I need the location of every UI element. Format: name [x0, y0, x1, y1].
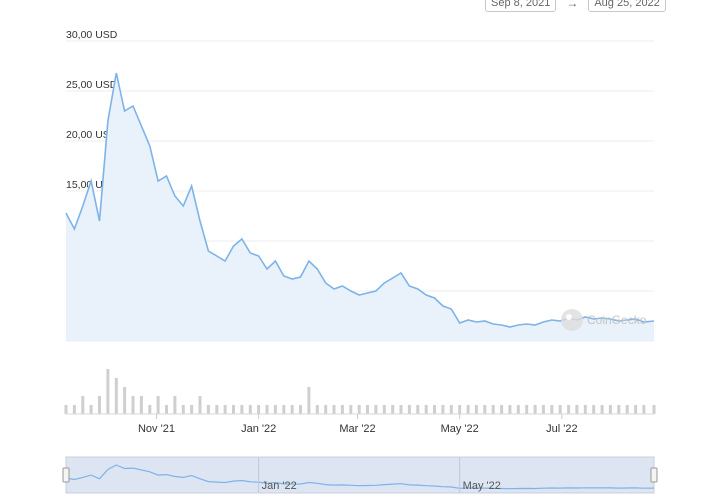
price-area [66, 73, 654, 341]
volume-bar [391, 405, 395, 414]
volume-bar [290, 405, 294, 414]
volume-bar [407, 405, 411, 414]
volume-bar [366, 405, 369, 414]
x-tick-label: May '22 [441, 423, 479, 435]
volume-bar [340, 405, 344, 414]
volume-bar [299, 405, 302, 414]
volume-bar [500, 405, 504, 414]
volume-bar [240, 405, 244, 414]
volume-bar [600, 405, 604, 414]
coingecko-watermark: CoinGecko [561, 309, 647, 331]
x-tick-label: Mar '22 [339, 423, 375, 435]
volume-bar [89, 405, 93, 414]
volume-bar [583, 405, 587, 414]
volume-bar [173, 396, 177, 414]
navigator-line [65, 464, 655, 490]
volume-bar [382, 405, 386, 414]
volume-bar [223, 405, 227, 414]
x-axis-labels: Nov '21 Jan '22 Mar '22 May '22 Jul '22 [138, 414, 578, 435]
y-tick-label: 30,00 USD [66, 29, 118, 41]
volume-bar [307, 387, 311, 414]
volume-bar [215, 405, 219, 414]
volume-bar [257, 405, 261, 414]
volume-bar [165, 405, 168, 414]
volume-bar [508, 405, 512, 414]
volume-bar [198, 396, 202, 414]
volume-bar [483, 405, 487, 414]
volume-bar [181, 405, 185, 414]
volume-bar [625, 405, 629, 414]
volume-bar [139, 396, 143, 414]
volume-bar [424, 405, 428, 414]
volume-bar [516, 405, 520, 414]
volume-bar [567, 405, 571, 414]
volume-bar [449, 405, 453, 414]
volume-bar [156, 396, 160, 414]
volume-bar [357, 405, 361, 414]
volume-bar [533, 405, 537, 414]
volume-bar [634, 405, 638, 414]
volume-bar [541, 405, 545, 414]
coingecko-logo-icon [561, 309, 583, 331]
volume-bar [81, 396, 85, 414]
navigator-tick-label: Jan '22 [262, 480, 297, 492]
volume-bar [265, 405, 269, 414]
price-line [65, 72, 655, 328]
volume-bar [324, 405, 328, 414]
volume-bar [114, 378, 118, 414]
y-tick-label: 25,00 USD [66, 79, 118, 91]
volume-bar [575, 405, 579, 414]
volume-bar [374, 405, 378, 414]
volume-bar [315, 405, 319, 414]
volume-bar [525, 405, 529, 414]
volume-bar [642, 405, 646, 414]
volume-bar [592, 405, 596, 414]
volume-bar [608, 405, 612, 414]
watermark-text: CoinGecko [587, 313, 647, 327]
arrow-right-icon: → [566, 0, 579, 10]
volume-bar [474, 405, 478, 414]
volume-bar [106, 369, 110, 414]
volume-bar [98, 396, 101, 414]
y-tick-label: 20,00 USD [66, 129, 118, 141]
volume-bar [491, 405, 495, 414]
volume-bar [399, 405, 403, 414]
volume-bar [433, 405, 436, 414]
navigator-tick-label: May '22 [463, 480, 501, 492]
volume-bar [441, 405, 445, 414]
end-date-input[interactable]: Aug 25, 2022 [588, 0, 666, 12]
volume-bar [131, 396, 135, 414]
date-range-selector: Sep 8, 2021 → Aug 25, 2022 [485, 0, 666, 12]
volume-bars [64, 369, 656, 415]
navigator-right-handle[interactable] [650, 467, 658, 483]
volume-bar [282, 405, 286, 414]
volume-bar [617, 405, 621, 414]
volume-bar [558, 405, 562, 414]
volume-bar [190, 405, 194, 414]
volume-bar [232, 405, 235, 414]
volume-bar [550, 405, 554, 414]
start-date-input[interactable]: Sep 8, 2021 [485, 0, 557, 12]
volume-bar [273, 405, 277, 414]
x-tick-label: Jul '22 [546, 423, 577, 435]
volume-bar [148, 405, 152, 414]
volume-bar [248, 405, 252, 414]
volume-bar [466, 405, 470, 414]
volume-bar [458, 405, 462, 414]
x-tick-label: Jan '22 [241, 423, 276, 435]
range-navigator[interactable]: Jan '22 May '22 [62, 456, 658, 494]
volume-bar [64, 405, 68, 414]
volume-bar [416, 405, 420, 414]
volume-bar [349, 405, 353, 414]
volume-bar [123, 387, 127, 414]
volume-bar [332, 405, 336, 414]
volume-bar [206, 405, 210, 414]
volume-bar [72, 405, 76, 414]
volume-bar [652, 405, 656, 414]
x-tick-label: Nov '21 [138, 423, 175, 435]
navigator-left-handle[interactable] [62, 467, 70, 483]
